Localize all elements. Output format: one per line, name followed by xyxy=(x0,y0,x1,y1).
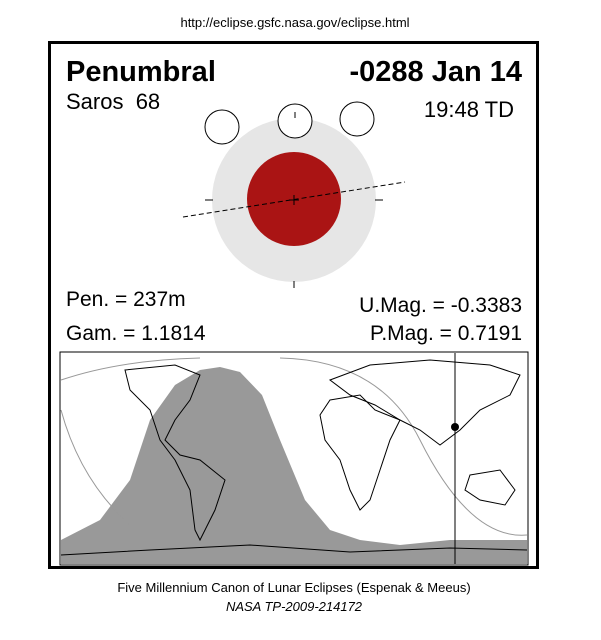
penumbral-magnitude: P.Mag. = 0.7191 xyxy=(370,322,522,345)
gamma: Gam. = 1.1814 xyxy=(66,322,206,345)
eurasia xyxy=(328,359,521,446)
frame xyxy=(48,41,539,569)
eclipse-date: -0288 Jan 14 xyxy=(349,56,522,88)
antarctica xyxy=(60,544,528,556)
saros: Saros 68 xyxy=(66,89,160,114)
visibility-limit xyxy=(60,357,528,536)
umbral-magnitude: U.Mag. = -0.3383 xyxy=(359,294,522,317)
australia xyxy=(464,469,516,506)
url: http://eclipse.gsfc.nasa.gov/eclipse.htm… xyxy=(180,15,409,30)
americas xyxy=(124,364,226,542)
africa xyxy=(319,394,401,511)
world-map xyxy=(59,351,529,566)
eclipse-geometry xyxy=(182,101,406,288)
moon-p1 xyxy=(204,109,240,145)
moon-p4 xyxy=(339,101,375,137)
moon-max xyxy=(277,103,313,139)
pen-duration: Pen. = 237m xyxy=(66,288,186,311)
eclipse-type: Penumbral xyxy=(66,56,216,88)
footer-reference: NASA TP-2009-214172 xyxy=(226,599,363,614)
sub-lunar-point xyxy=(451,423,459,431)
footer-canon: Five Millennium Canon of Lunar Eclipses … xyxy=(117,580,470,595)
time: 19:48 TD xyxy=(424,97,514,122)
